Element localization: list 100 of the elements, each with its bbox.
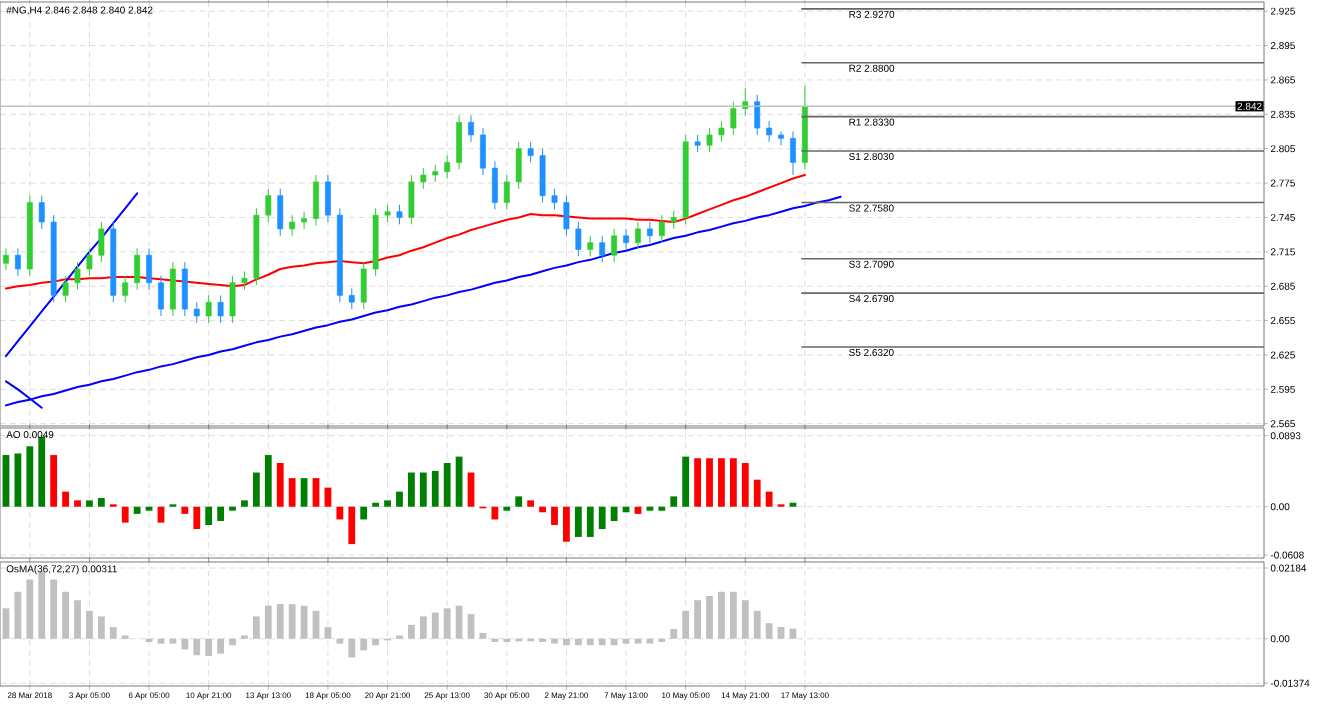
bar (264, 455, 272, 507)
bar (217, 638, 225, 654)
candlestick (730, 101, 737, 136)
bar (563, 638, 570, 646)
candlestick (301, 211, 307, 230)
bar (682, 610, 690, 639)
candlestick (74, 261, 81, 291)
candlestick (587, 235, 594, 257)
bar (598, 638, 606, 646)
bar (598, 506, 606, 529)
bar (729, 591, 737, 639)
candlestick (313, 174, 319, 226)
bar (467, 614, 475, 639)
candlestick (241, 270, 248, 291)
candlestick (325, 174, 331, 223)
bar (455, 605, 463, 639)
candlestick (635, 221, 641, 251)
bar (431, 470, 439, 507)
candlestick (658, 214, 665, 244)
bar (14, 591, 22, 639)
candlestick (134, 247, 141, 291)
bar (252, 472, 260, 507)
candlestick (277, 188, 284, 237)
bar (193, 506, 201, 529)
bar (634, 638, 642, 644)
bar (753, 610, 761, 639)
bar (348, 506, 356, 545)
candlestick (217, 294, 224, 324)
bar (181, 638, 189, 650)
candlestick (289, 214, 296, 237)
candlestick (146, 247, 152, 291)
candlestick (563, 195, 570, 237)
candlestick (360, 261, 367, 310)
candlestick (480, 127, 486, 176)
bar (753, 479, 761, 507)
bar (646, 638, 654, 644)
bar (443, 608, 451, 639)
candlestick (611, 228, 618, 263)
bar (229, 638, 236, 646)
bar (563, 506, 570, 542)
bar (431, 612, 439, 639)
candlestick (205, 294, 212, 324)
bar (610, 638, 618, 646)
bar (86, 500, 93, 507)
bar (419, 616, 427, 639)
candlestick (670, 210, 677, 230)
bar (706, 596, 713, 639)
bar (694, 458, 701, 507)
bar (741, 600, 749, 639)
bar (288, 478, 296, 507)
bar (443, 462, 451, 507)
candlestick (181, 261, 188, 317)
bar (419, 472, 427, 507)
candlestick (515, 141, 522, 190)
bar (408, 472, 415, 507)
bar (706, 458, 713, 507)
candlestick (599, 235, 606, 263)
bar (264, 605, 272, 639)
bar (26, 446, 34, 507)
bar (276, 462, 284, 507)
candlestick (444, 155, 451, 179)
candlestick (348, 287, 355, 310)
bar (241, 500, 248, 507)
candlestick (766, 120, 773, 143)
candlestick (706, 127, 713, 153)
bar (97, 497, 105, 507)
bar (62, 591, 69, 639)
bar (169, 638, 177, 644)
bar (109, 627, 117, 639)
bar (479, 632, 487, 639)
bar (741, 462, 749, 507)
bar (86, 610, 93, 639)
bar (765, 491, 773, 507)
bar (491, 506, 499, 520)
bar (527, 500, 535, 507)
candlestick (468, 114, 474, 143)
bar (181, 506, 189, 514)
bar (288, 604, 296, 639)
bar (694, 600, 701, 639)
candlestick (539, 148, 546, 204)
candlestick (14, 247, 21, 277)
candlestick (3, 247, 9, 271)
candlestick (158, 275, 164, 317)
bar (14, 453, 22, 507)
bar (50, 455, 58, 507)
bar (252, 616, 260, 639)
candlestick (229, 275, 236, 324)
candlestick (527, 141, 534, 163)
candlestick (754, 94, 761, 136)
bar (384, 500, 391, 507)
bar (396, 491, 403, 507)
bar (193, 638, 201, 656)
bar (610, 506, 618, 522)
bar (324, 627, 332, 639)
candlestick (778, 130, 784, 146)
bar (217, 506, 225, 522)
candlestick (86, 247, 93, 277)
bar (586, 506, 594, 537)
bar (586, 638, 594, 646)
bar (360, 638, 368, 651)
